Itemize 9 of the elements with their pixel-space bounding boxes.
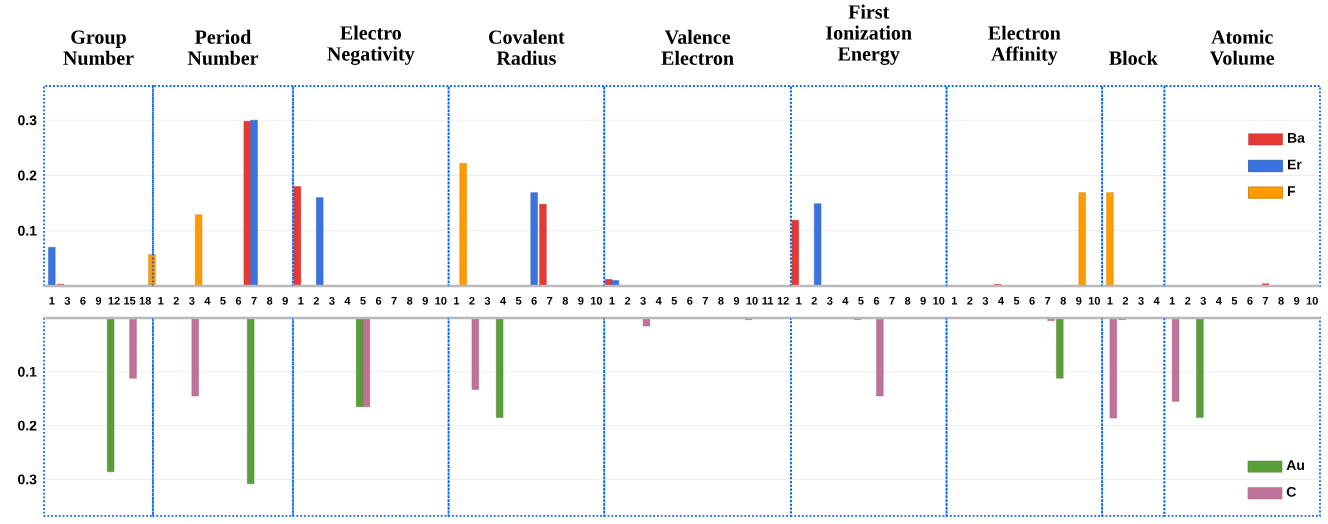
chart-title: Electro Negativity (327, 25, 415, 65)
chart-title: Covalent Radius (489, 29, 565, 65)
chart-title: Block (1109, 50, 1158, 65)
chart-title: Atomic Volume (1209, 29, 1275, 65)
chart-title: Valence Electron (661, 29, 734, 65)
chart-title: Group Number (63, 30, 134, 65)
chart-title: First Ionization Energy (826, 4, 912, 65)
chart-title: Electron Affinity (988, 25, 1061, 65)
chart-title: Period Number (187, 29, 259, 65)
